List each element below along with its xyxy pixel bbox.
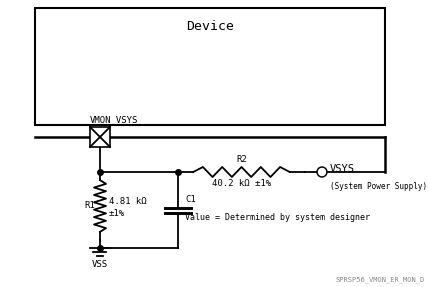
Text: VMON_VSYS: VMON_VSYS [90,115,138,124]
Text: C1: C1 [185,195,196,205]
Bar [90,127,110,147]
Text: VSS: VSS [92,260,108,269]
Text: ±1%: ±1% [109,208,125,218]
Text: Device: Device [186,20,234,32]
Text: VSYS: VSYS [330,164,355,174]
Text: (System Power Supply): (System Power Supply) [330,182,427,191]
Text: 4.81 kΩ: 4.81 kΩ [109,197,147,205]
Bar [35,8,385,125]
Circle shape [318,168,326,175]
Text: SPRSP56_VMON_ER_MON_D: SPRSP56_VMON_ER_MON_D [336,276,425,283]
Text: 40.2 kΩ ±1%: 40.2 kΩ ±1% [212,179,271,189]
Circle shape [317,167,327,177]
Text: R2: R2 [236,154,247,164]
Text: Value = Determined by system designer: Value = Determined by system designer [185,214,370,222]
Text: R1: R1 [84,201,95,210]
